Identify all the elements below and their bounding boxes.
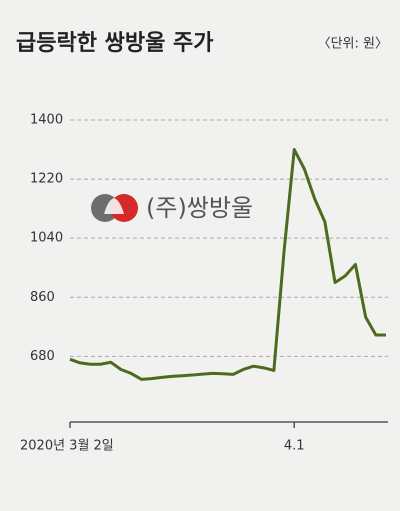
y-tick-label: 1220 — [30, 172, 63, 187]
y-tick-label: 1040 — [30, 231, 63, 246]
x-tick-label: 4.1 — [284, 439, 305, 454]
y-tick-label: 1400 — [30, 113, 63, 128]
chart-title: 급등락한 쌍방울 주가 — [16, 31, 213, 56]
x-tick-label: 2020년 3월 2일 — [20, 439, 114, 454]
logo-lotus — [104, 198, 124, 214]
logo-text: (주)쌍방울 — [146, 194, 253, 222]
y-tick-label: 680 — [30, 349, 55, 364]
y-tick-label: 860 — [30, 290, 55, 305]
line-series — [69, 148, 386, 381]
unit-label: 〈단위: 원〉 — [318, 37, 388, 52]
logo: (주)쌍방울 — [91, 194, 253, 222]
